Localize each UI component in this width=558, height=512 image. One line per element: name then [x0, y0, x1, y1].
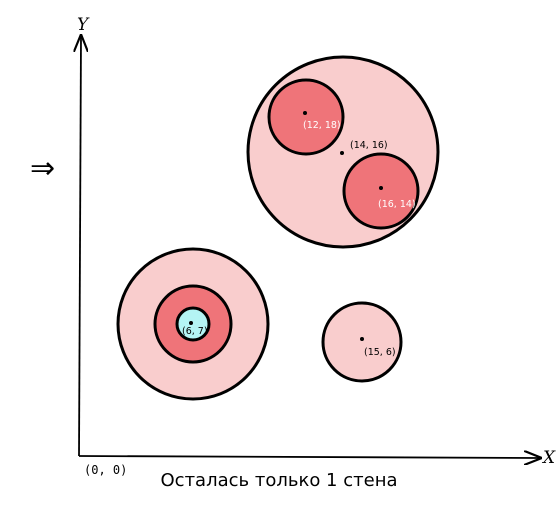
circle-16-14 [342, 152, 420, 230]
x-axis-label: X [541, 448, 556, 468]
implies-arrow-icon: ⇒ [30, 151, 56, 186]
y-axis-label: Y [77, 15, 90, 35]
label-16-14: (16, 14) [378, 199, 416, 210]
center-dot-6-7 [189, 321, 193, 325]
label-14-16: (14, 16) [350, 140, 388, 151]
center-dot-15-6 [360, 337, 364, 341]
caption: Осталась только 1 стена [160, 470, 398, 491]
circle-15-6 [321, 301, 403, 383]
x-axis [78, 456, 540, 458]
label-12-18: (12, 18) [303, 120, 341, 131]
label-6-7: (6, 7) [182, 326, 208, 337]
origin-label: (0, 0) [84, 463, 127, 477]
center-dot-16-14 [379, 186, 383, 190]
circle-12-18 [267, 78, 345, 156]
label-15-6: (15, 6) [364, 347, 396, 358]
y-axis [79, 36, 81, 457]
center-dot-14-16 [340, 151, 344, 155]
circle-6-7 [175, 306, 211, 342]
center-dot-12-18 [303, 111, 307, 115]
